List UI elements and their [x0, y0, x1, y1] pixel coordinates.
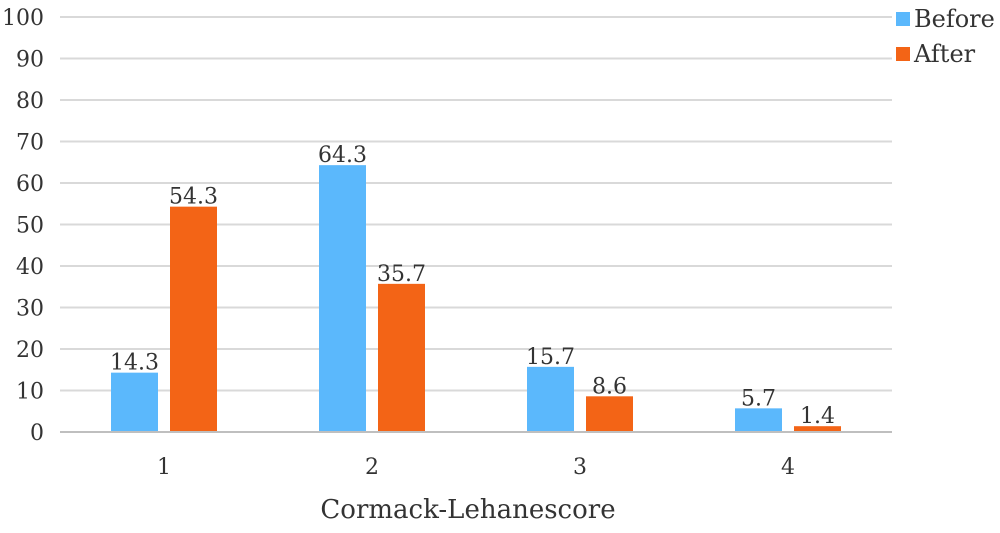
- bars: [111, 165, 841, 432]
- y-tick-label: 10: [16, 380, 44, 405]
- y-tick-label: 80: [16, 89, 44, 114]
- y-axis-ticks: 0 10 20 30 40 50 60 70 80 90 100: [2, 6, 44, 446]
- y-tick-label: 60: [16, 172, 44, 197]
- x-tick-label: 3: [573, 455, 587, 480]
- data-label-before-4: 5.7: [741, 386, 776, 411]
- bar-after-3: [586, 396, 633, 432]
- bar-before-3: [527, 366, 574, 432]
- legend-label-before: Before: [914, 5, 995, 33]
- data-label-after-2: 35.7: [377, 262, 426, 287]
- y-tick-label: 20: [16, 338, 44, 363]
- bar-after-1: [170, 206, 217, 432]
- data-label-before-3: 15.7: [526, 345, 575, 370]
- y-tick-label: 100: [2, 6, 44, 31]
- bar-after-4: [794, 426, 841, 432]
- x-tick-label: 4: [781, 455, 795, 480]
- y-tick-label: 70: [16, 131, 44, 156]
- bar-before-2: [319, 165, 366, 432]
- x-axis-ticks: 1 2 3 4: [157, 455, 795, 480]
- x-tick-label: 1: [157, 455, 171, 480]
- data-label-after-4: 1.4: [800, 404, 835, 429]
- data-labels: 14.3 54.3 64.3 35.7 15.7 8.6 5.7 1.4: [110, 143, 835, 429]
- data-label-after-1: 54.3: [169, 185, 218, 210]
- legend-swatch-before: [896, 12, 910, 26]
- y-tick-label: 0: [30, 421, 44, 446]
- data-label-after-3: 8.6: [592, 374, 627, 399]
- bar-before-1: [111, 372, 158, 432]
- data-label-before-2: 64.3: [318, 143, 367, 168]
- bar-before-4: [735, 408, 782, 432]
- legend-label-after: After: [913, 40, 976, 68]
- x-axis-title: Cormack-Lehanescore: [320, 495, 615, 525]
- y-tick-label: 30: [16, 297, 44, 322]
- y-tick-label: 50: [16, 214, 44, 239]
- x-tick-label: 2: [365, 455, 379, 480]
- y-tick-label: 90: [16, 48, 44, 73]
- legend: Before After: [896, 5, 995, 68]
- legend-swatch-after: [896, 47, 910, 61]
- data-label-before-1: 14.3: [110, 351, 159, 376]
- y-tick-label: 40: [16, 255, 44, 280]
- bar-after-2: [378, 283, 425, 432]
